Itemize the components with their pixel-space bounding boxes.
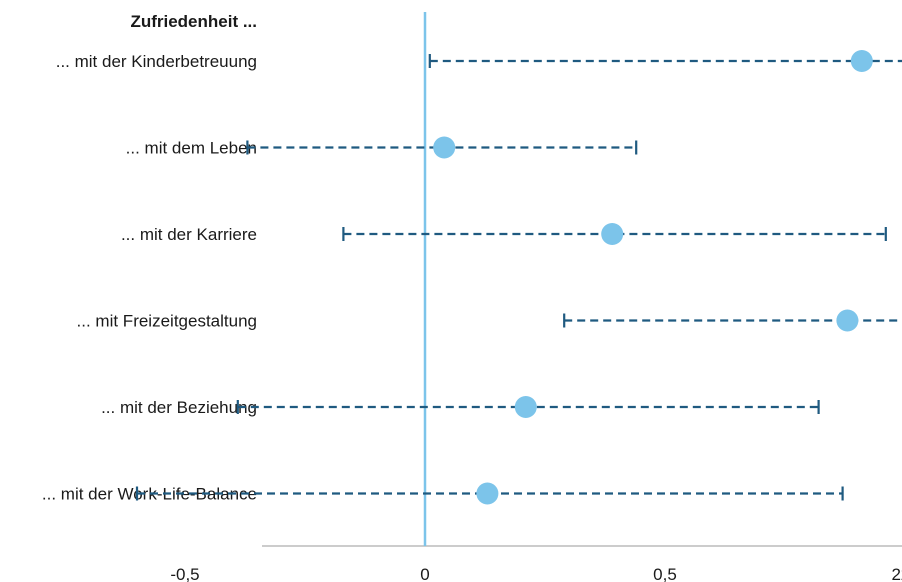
category-label: ... mit der Kinderbetreuung bbox=[56, 52, 257, 71]
point-estimate bbox=[601, 223, 624, 245]
x-tick-label: -0,5 bbox=[170, 565, 199, 582]
category-labels: ... mit der Kinderbetreuung ... mit dem L… bbox=[42, 52, 257, 504]
confidence-interval bbox=[428, 54, 902, 68]
point-estimate bbox=[514, 396, 537, 418]
x-tick-label: 0,5 bbox=[653, 565, 677, 582]
category-label: ... mit der Beziehung bbox=[101, 398, 257, 417]
group-title: Zufriedenheit ... bbox=[130, 12, 257, 31]
point-estimate bbox=[836, 309, 859, 332]
x-tick-label: 0 bbox=[420, 565, 429, 582]
point-estimate bbox=[476, 482, 499, 505]
point-estimate bbox=[850, 50, 873, 72]
category-label: ... mit dem Leben bbox=[126, 139, 257, 158]
category-label: ... mit Freizeitgestaltung bbox=[77, 312, 257, 331]
confidence-interval bbox=[342, 227, 887, 241]
x-tick-label: 2 bbox=[892, 565, 901, 582]
confidence-intervals bbox=[135, 54, 902, 501]
point-estimates bbox=[433, 50, 873, 505]
category-label: ... mit der Work-Life-Balance bbox=[42, 485, 257, 504]
confidence-interval bbox=[563, 313, 902, 328]
x-tick-label: 1 bbox=[900, 565, 902, 582]
confidence-interval bbox=[246, 140, 638, 155]
category-label: ... mit der Karriere bbox=[121, 225, 257, 244]
point-estimate bbox=[433, 136, 456, 159]
x-axis-ticks: -0,500,511,52 bbox=[170, 565, 902, 582]
